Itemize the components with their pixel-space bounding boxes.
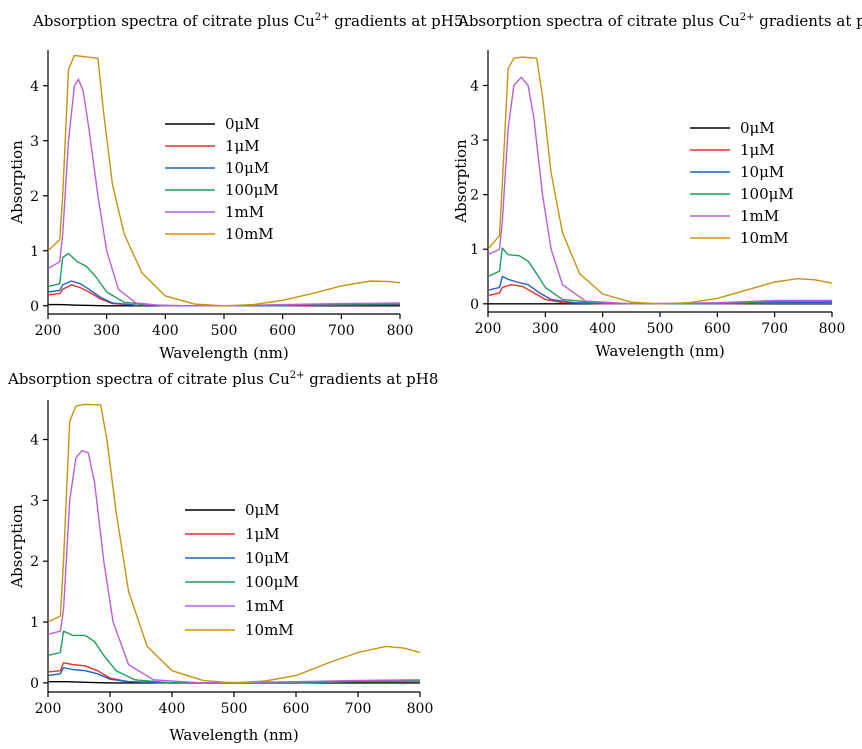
series-group [488, 56, 832, 305]
y-tick-label: 0 [470, 297, 479, 313]
x-tick-label: 500 [221, 701, 248, 717]
x-tick-label: 300 [97, 701, 124, 717]
x-tick-label: 300 [93, 323, 120, 339]
x-tick-label: 800 [387, 323, 414, 339]
legend: 0μM 1μM 10μM 100μM 1mM 10mM [690, 119, 794, 247]
legend-label: 1μM [740, 141, 775, 159]
legend-label: 100μM [245, 573, 299, 591]
y-axis-label: Absorption [8, 504, 26, 589]
legend-label: 10μM [245, 549, 289, 567]
x-tick-label: 600 [269, 323, 296, 339]
chart-ph8: Absorption spectra of citrate plus Cu2+ … [7, 370, 438, 744]
series-group [48, 54, 400, 307]
series-line-1mM [48, 78, 400, 307]
legend-label: 0μM [740, 119, 775, 137]
y-tick-label: 4 [30, 79, 39, 95]
chart-ph5: Absorption spectra of citrate plus Cu2+ … [8, 12, 463, 362]
x-tick-label: 500 [211, 323, 238, 339]
x-tick-label: 300 [532, 321, 559, 337]
series-line-1μM [48, 284, 400, 307]
x-tick-label: 200 [475, 321, 502, 337]
x-tick-label: 700 [761, 321, 788, 337]
legend-label: 1mM [245, 597, 284, 615]
legend-label: 10μM [740, 163, 784, 181]
legend-label: 10mM [245, 621, 294, 639]
y-tick-label: 3 [30, 134, 39, 150]
legend-label: 10mM [740, 229, 789, 247]
y-tick-label: 2 [470, 188, 479, 204]
y-tick-label: 2 [30, 554, 39, 570]
series-line-10mM [48, 54, 400, 307]
y-tick-label: 1 [30, 244, 39, 260]
y-tick-label: 3 [30, 493, 39, 509]
legend: 0μM 1μM 10μM 100μM 1mM 10mM [165, 115, 279, 243]
y-axis-label: Absorption [8, 140, 26, 225]
x-tick-label: 400 [152, 323, 179, 339]
legend-label: 0μM [225, 115, 260, 133]
x-tick-label: 400 [589, 321, 616, 337]
x-axis-label: Wavelength (nm) [169, 726, 298, 744]
y-tick-label: 3 [470, 133, 479, 149]
legend-label: 100μM [225, 181, 279, 199]
x-tick-label: 400 [159, 701, 186, 717]
x-tick-label: 800 [819, 321, 846, 337]
x-tick-label: 700 [328, 323, 355, 339]
legend-label: 100μM [740, 185, 794, 203]
chart-title: Absorption spectra of citrate plus Cu2+ … [7, 370, 438, 388]
y-tick-label: 0 [30, 299, 39, 315]
y-tick-label: 1 [470, 242, 479, 258]
x-tick-label: 200 [35, 323, 62, 339]
chart-title: Absorption spectra of citrate plus Cu2+ … [32, 12, 463, 30]
series-line-10mM [488, 56, 832, 305]
x-axis-label: Wavelength (nm) [595, 342, 724, 360]
y-tick-label: 4 [470, 78, 479, 94]
legend-label: 0μM [245, 501, 280, 519]
legend-label: 10mM [225, 225, 274, 243]
legend-label: 1μM [225, 137, 260, 155]
y-tick-label: 0 [30, 676, 39, 692]
legend-label: 10μM [225, 159, 269, 177]
x-tick-label: 700 [345, 701, 372, 717]
y-tick-label: 2 [30, 189, 39, 205]
series-group [48, 403, 420, 684]
x-axis-label: Wavelength (nm) [159, 344, 288, 362]
legend-label: 1μM [245, 525, 280, 543]
series-line-1mM [48, 449, 420, 684]
x-tick-label: 500 [647, 321, 674, 337]
x-tick-label: 600 [704, 321, 731, 337]
y-axis-label: Absorption [452, 139, 470, 224]
series-line-10mM [48, 403, 420, 684]
legend-label: 1mM [740, 207, 779, 225]
legend: 0μM 1μM 10μM 100μM 1mM 10mM [185, 501, 299, 639]
x-tick-label: 800 [407, 701, 434, 717]
chart-ph7: Absorption spectra of citrate plus Cu2+ … [452, 12, 862, 360]
legend-label: 1mM [225, 203, 264, 221]
chart-title: Absorption spectra of citrate plus Cu2+ … [457, 12, 862, 30]
x-tick-label: 600 [283, 701, 310, 717]
x-tick-label: 200 [35, 701, 62, 717]
y-tick-label: 1 [30, 615, 39, 631]
y-tick-label: 4 [30, 433, 39, 449]
